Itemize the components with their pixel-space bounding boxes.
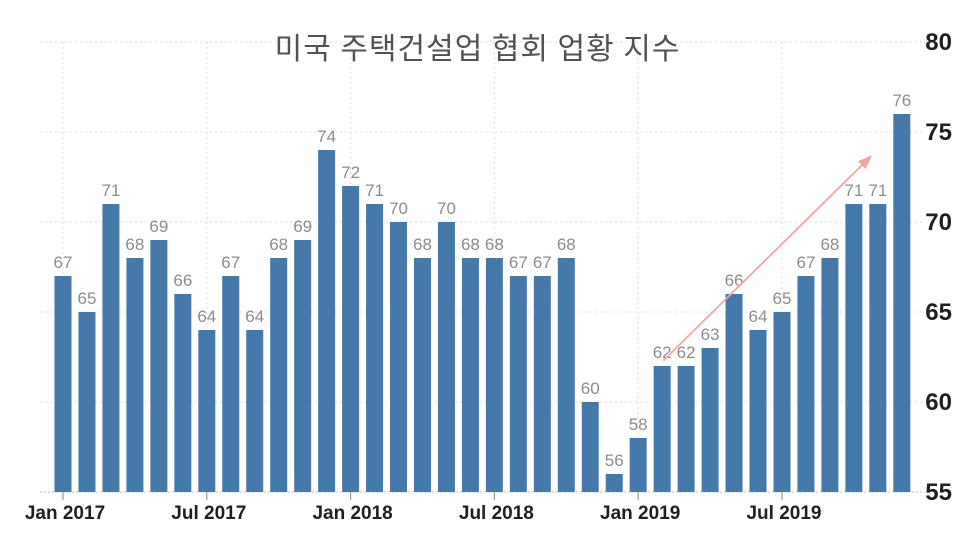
y-axis-tick-label: 80 bbox=[925, 29, 952, 56]
y-axis-tick-label: 70 bbox=[925, 209, 952, 236]
bar-value-label: 69 bbox=[149, 217, 168, 236]
bar-value-label: 72 bbox=[341, 163, 360, 182]
bar-value-label: 62 bbox=[653, 343, 672, 362]
bar bbox=[893, 114, 911, 492]
bar bbox=[270, 258, 288, 492]
bar bbox=[485, 258, 503, 492]
bar bbox=[461, 258, 479, 492]
bar-value-label: 66 bbox=[725, 271, 744, 290]
bar bbox=[294, 240, 312, 492]
bar bbox=[366, 204, 384, 492]
y-axis-tick-label: 75 bbox=[925, 119, 952, 146]
bar-value-label: 76 bbox=[892, 91, 911, 110]
bar-value-label: 67 bbox=[509, 253, 528, 272]
bar-value-label: 67 bbox=[796, 253, 815, 272]
bar bbox=[413, 258, 431, 492]
x-axis-tick-label: Jul 2019 bbox=[746, 503, 821, 524]
bar bbox=[390, 222, 408, 492]
bar-value-label: 68 bbox=[461, 235, 480, 254]
x-axis-tick-label: Jan 2018 bbox=[312, 503, 392, 524]
bar-value-label: 71 bbox=[844, 181, 863, 200]
bar bbox=[174, 294, 192, 492]
x-axis-tick-label: Jul 2018 bbox=[459, 503, 534, 524]
bar-value-label: 68 bbox=[557, 235, 576, 254]
bar bbox=[78, 312, 96, 492]
bar-value-label: 69 bbox=[293, 217, 312, 236]
bar bbox=[54, 276, 72, 492]
y-axis-tick-label: 60 bbox=[925, 389, 952, 416]
bar bbox=[126, 258, 144, 492]
bar bbox=[653, 366, 671, 492]
bar-value-label: 56 bbox=[605, 451, 624, 470]
bar bbox=[509, 276, 527, 492]
bar-value-label: 71 bbox=[868, 181, 887, 200]
bar-value-label: 67 bbox=[54, 253, 73, 272]
bar-value-label: 67 bbox=[221, 253, 240, 272]
bar-value-label: 67 bbox=[533, 253, 552, 272]
bar bbox=[246, 330, 264, 492]
bar bbox=[605, 474, 623, 492]
bar-value-label: 70 bbox=[437, 199, 456, 218]
bar bbox=[773, 312, 791, 492]
bar bbox=[557, 258, 575, 492]
bar-value-label: 58 bbox=[629, 415, 648, 434]
bar bbox=[222, 276, 240, 492]
bar bbox=[150, 240, 168, 492]
bar-value-label: 71 bbox=[365, 181, 384, 200]
bar bbox=[845, 204, 863, 492]
trend-arrow-head bbox=[858, 155, 872, 170]
bar-value-label: 62 bbox=[677, 343, 696, 362]
x-axis-tick-label: Jan 2019 bbox=[600, 503, 680, 524]
bar-value-label: 63 bbox=[701, 325, 720, 344]
bar bbox=[533, 276, 551, 492]
bar-value-label: 68 bbox=[413, 235, 432, 254]
bar bbox=[677, 366, 695, 492]
bar-value-label: 65 bbox=[773, 289, 792, 308]
y-axis-tick-label: 55 bbox=[925, 479, 952, 506]
bar-value-label: 68 bbox=[269, 235, 288, 254]
bar-value-label: 66 bbox=[173, 271, 192, 290]
bar bbox=[869, 204, 887, 492]
bar-value-label: 71 bbox=[101, 181, 120, 200]
x-axis-tick-label: Jan 2017 bbox=[25, 503, 105, 524]
bar bbox=[342, 186, 360, 492]
bar bbox=[318, 150, 336, 492]
bar bbox=[821, 258, 839, 492]
bar bbox=[797, 276, 815, 492]
bar-value-label: 74 bbox=[317, 127, 336, 146]
bar bbox=[437, 222, 455, 492]
bar-value-label: 68 bbox=[485, 235, 504, 254]
bar-value-label: 60 bbox=[581, 379, 600, 398]
bar bbox=[701, 348, 719, 492]
bar bbox=[198, 330, 216, 492]
y-axis-tick-label: 65 bbox=[925, 299, 952, 326]
bar bbox=[102, 204, 120, 492]
bar bbox=[581, 402, 599, 492]
bar bbox=[725, 294, 743, 492]
bar-value-label: 68 bbox=[820, 235, 839, 254]
bar-value-label: 64 bbox=[197, 307, 216, 326]
bar bbox=[749, 330, 767, 492]
x-axis-tick-label: Jul 2017 bbox=[171, 503, 246, 524]
trend-arrow-line bbox=[662, 163, 864, 362]
bar-value-label: 64 bbox=[245, 307, 264, 326]
bar-value-label: 68 bbox=[125, 235, 144, 254]
bar-value-label: 70 bbox=[389, 199, 408, 218]
bar bbox=[629, 438, 647, 492]
bar-value-label: 64 bbox=[749, 307, 768, 326]
bar-value-label: 65 bbox=[78, 289, 97, 308]
